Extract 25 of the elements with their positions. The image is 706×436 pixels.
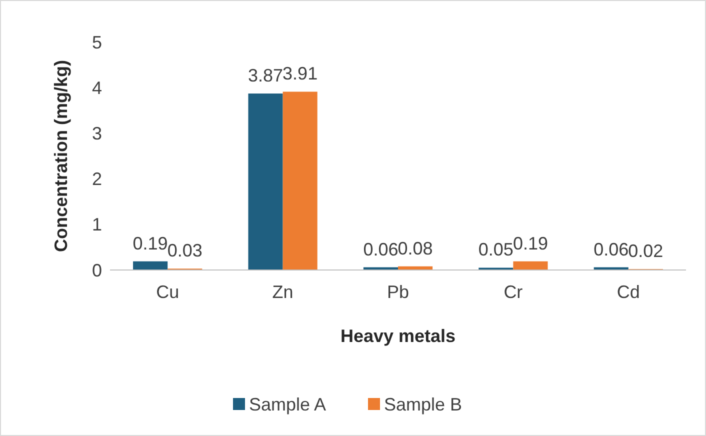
- data-label: 0.03: [167, 240, 202, 261]
- x-axis-title: Heavy metals: [340, 326, 456, 346]
- y-tick-label: 0: [92, 260, 102, 280]
- legend-label: Sample A: [249, 394, 326, 414]
- y-axis-title: Concentration (mg/kg): [51, 60, 71, 252]
- y-tick-label: 2: [92, 169, 102, 190]
- data-label: 3.91: [282, 64, 318, 84]
- y-tick-label: 4: [92, 78, 102, 98]
- x-tick-label: Zn: [272, 282, 294, 302]
- y-tick-label: 1: [92, 214, 102, 235]
- y-tick-label: 5: [92, 32, 102, 52]
- x-tick-label: Cr: [504, 282, 523, 302]
- x-tick-label: Cu: [156, 282, 180, 302]
- data-label: 0.05: [478, 240, 514, 260]
- x-tick-label: Cd: [616, 282, 640, 302]
- data-label: 0.06: [363, 239, 398, 260]
- y-tick-label: 3: [92, 124, 102, 144]
- data-label: 0.19: [132, 233, 168, 254]
- x-tick-label: Pb: [386, 282, 410, 302]
- data-label: 0.08: [398, 238, 433, 258]
- data-label: 0.02: [628, 241, 664, 262]
- legend-label: Sample B: [384, 394, 462, 414]
- data-label: 3.87: [248, 66, 284, 86]
- data-label: 0.19: [512, 233, 548, 254]
- data-label: 0.06: [594, 239, 629, 260]
